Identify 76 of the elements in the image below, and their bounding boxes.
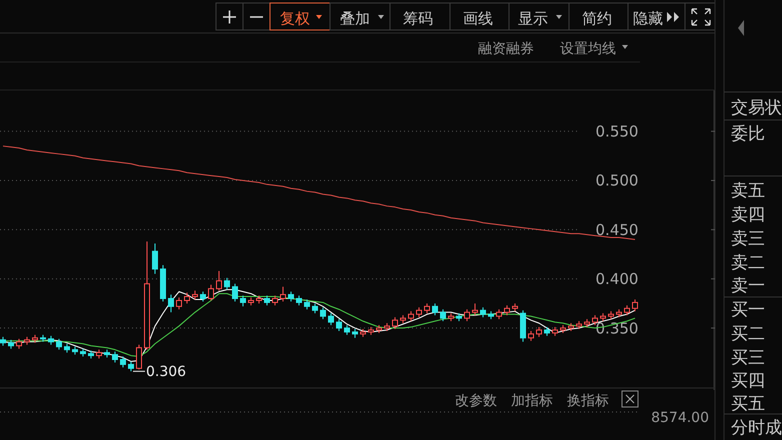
y-tick-label: 0.550	[596, 122, 638, 141]
candlestick	[240, 295, 246, 307]
text: 卖三	[731, 228, 765, 249]
candlestick	[504, 304, 510, 316]
candlestick	[152, 242, 158, 274]
y-tick-label: 0.350	[596, 319, 638, 338]
text: 卖五	[731, 180, 765, 201]
text: 买一	[731, 300, 765, 320]
y-tick-label: 0.400	[596, 270, 638, 288]
text: 卖二	[731, 252, 765, 273]
candlestick	[280, 286, 286, 302]
candlestick	[328, 312, 334, 326]
candlestick	[464, 308, 470, 322]
text: 买二	[731, 324, 765, 344]
candlestick	[480, 306, 486, 318]
text: 8574.00	[651, 410, 709, 426]
candlestick	[320, 306, 326, 320]
candlestick	[56, 338, 62, 350]
text: 复权	[280, 9, 310, 28]
candlestick	[440, 308, 446, 322]
candlestick	[336, 318, 342, 332]
candlestick	[432, 302, 438, 316]
candlestick	[128, 360, 134, 372]
candlestick	[184, 292, 190, 304]
text: 卖一	[731, 276, 765, 296]
text: 分时成	[731, 418, 782, 438]
text: 换指标	[567, 392, 609, 409]
candlestick	[264, 295, 270, 306]
text: 买四	[731, 370, 765, 391]
candlestick	[200, 291, 206, 302]
candlestick	[112, 351, 118, 363]
text: 设置均线	[560, 40, 616, 57]
text: 买三	[731, 348, 765, 368]
candlestick	[496, 308, 502, 320]
text: 简约	[582, 9, 612, 28]
candlestick	[312, 302, 318, 314]
text: 显示	[518, 9, 548, 28]
candlestick	[632, 299, 638, 312]
candlestick	[624, 304, 630, 316]
candlestick	[296, 295, 302, 306]
line-series	[2, 146, 636, 240]
annotation: 0.306	[146, 364, 186, 380]
y-tick-label: 0.450	[596, 220, 638, 239]
text: 隐藏	[633, 9, 663, 28]
candlestick	[176, 297, 182, 310]
candlestick	[344, 324, 350, 336]
candlestick	[208, 284, 214, 301]
text: 改参数	[455, 392, 497, 409]
text: 叠加	[340, 9, 370, 28]
candlestick	[392, 316, 398, 330]
candlestick	[272, 295, 278, 306]
candlestick	[408, 310, 414, 322]
candlestick	[232, 283, 238, 302]
candlestick	[592, 314, 598, 326]
text: 买五	[731, 394, 765, 414]
y-tick-label: 0.500	[596, 172, 638, 190]
candlestick	[536, 326, 542, 338]
text: 画线	[463, 9, 493, 28]
candlestick	[16, 338, 22, 350]
candlestick	[216, 270, 222, 292]
candlestick	[416, 306, 422, 318]
candlestick	[424, 302, 430, 314]
text: 筹码	[403, 9, 433, 28]
candlestick	[528, 330, 534, 342]
text: 加指标	[511, 392, 553, 409]
candlestick	[168, 294, 174, 313]
candlestick	[472, 302, 478, 316]
text: 融资融券	[478, 40, 534, 57]
candlestick	[224, 277, 230, 290]
candlestick	[288, 291, 294, 302]
candlestick	[120, 356, 126, 368]
text: 交易状	[731, 98, 782, 118]
candlestick	[304, 299, 310, 310]
text: 委比	[731, 124, 765, 144]
text: 卖四	[731, 204, 765, 225]
candlestick	[136, 344, 142, 370]
